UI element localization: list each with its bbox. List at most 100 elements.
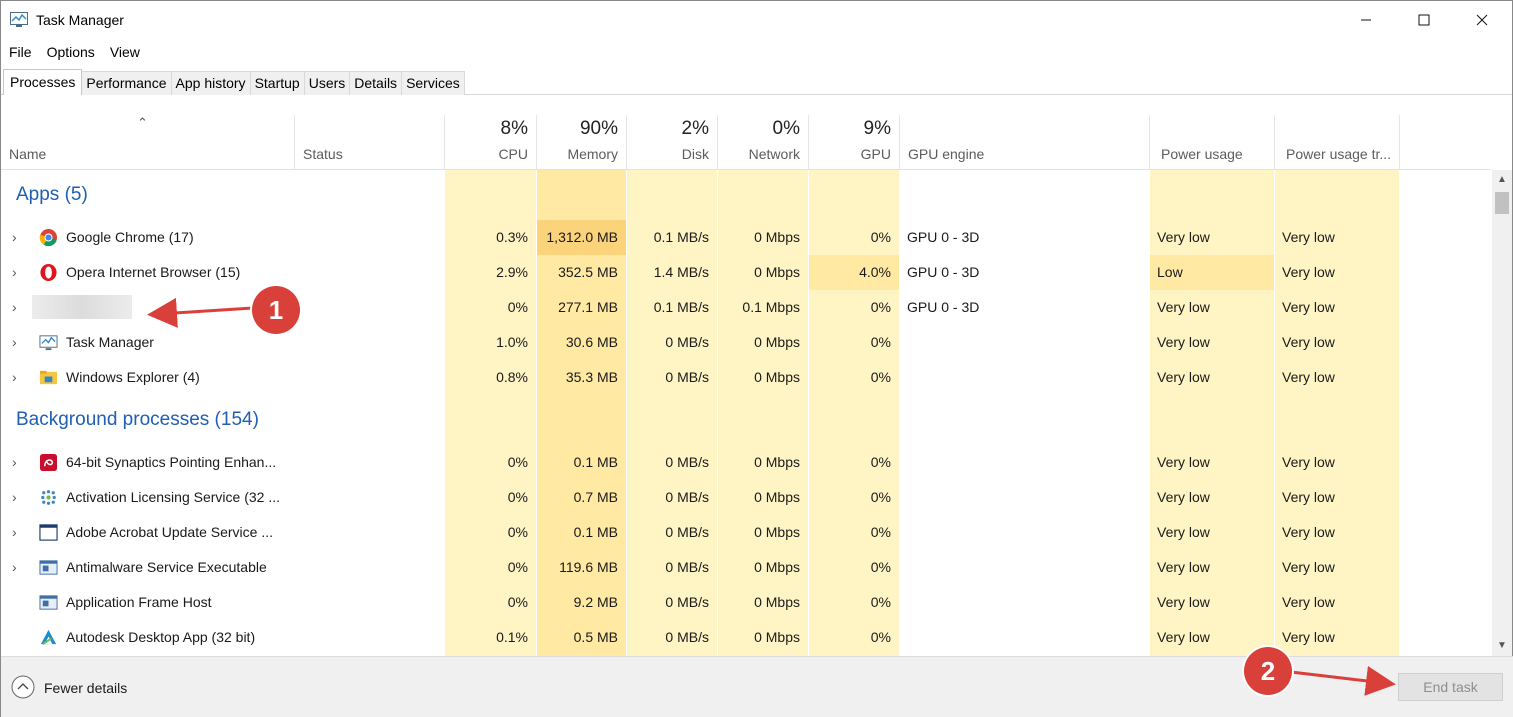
- expand-chevron-icon[interactable]: ›: [12, 454, 17, 470]
- column-header-power-trend[interactable]: Power usage tr...: [1274, 115, 1399, 169]
- expand-chevron-icon[interactable]: ›: [12, 299, 17, 315]
- scroll-down-icon[interactable]: ▼: [1497, 640, 1507, 651]
- cell-gpu: 0%: [870, 629, 891, 645]
- column-header-name[interactable]: ⌃ Name: [1, 115, 294, 169]
- gpu-column-bg: [808, 170, 899, 656]
- process-name: Google Chrome (17): [66, 229, 194, 245]
- expand-chevron-icon[interactable]: ›: [12, 559, 17, 575]
- cell-disk: 0 MB/s: [665, 559, 709, 575]
- cell-gpu-engine: [899, 360, 1149, 395]
- service-icon: [39, 558, 58, 577]
- cell-network: 0 Mbps: [754, 489, 800, 505]
- column-header-disk[interactable]: 2% Disk: [626, 115, 717, 169]
- cell-power-trend: Very low: [1282, 369, 1335, 385]
- cell-power: Very low: [1157, 229, 1210, 245]
- column-header-memory[interactable]: 90% Memory: [536, 115, 626, 169]
- cell-power: Very low: [1157, 559, 1210, 575]
- column-header-cpu[interactable]: 8% CPU: [444, 115, 536, 169]
- background-row[interactable]: › Antimalware Service Executable 0% 119.6 M…: [1, 550, 1491, 585]
- opera-icon: [39, 263, 58, 282]
- chrome-icon: [39, 228, 58, 247]
- tab-performance[interactable]: Performance: [81, 71, 172, 95]
- tab-details[interactable]: Details: [349, 71, 403, 95]
- tab-app-history[interactable]: App history: [170, 71, 251, 95]
- app-row[interactable]: › Google Chrome (17) 0.3% 1,312.0 MB 0.1 MB/…: [1, 220, 1491, 255]
- background-row[interactable]: › Activation Licensing Service (32 ... 0% 0…: [1, 480, 1491, 515]
- column-header-gpu[interactable]: 9% GPU: [808, 115, 899, 169]
- column-label-memory: Memory: [567, 146, 618, 162]
- cell-power-trend: Very low: [1282, 629, 1335, 645]
- expand-chevron-icon[interactable]: ›: [12, 264, 17, 280]
- cell-gpu-engine: [899, 620, 1149, 655]
- column-header-power[interactable]: Power usage: [1149, 115, 1274, 169]
- app-row[interactable]: › Opera Internet Browser (15) 2.9% 352.5 MB…: [1, 255, 1491, 290]
- column-header-gpu-engine[interactable]: GPU engine: [899, 115, 1149, 169]
- process-name: Application Frame Host: [66, 594, 212, 610]
- cell-memory: 0.5 MB: [573, 629, 618, 645]
- cell-cpu: 0.3%: [496, 229, 528, 245]
- scroll-thumb[interactable]: [1495, 192, 1509, 214]
- tab-services[interactable]: Services: [401, 71, 465, 95]
- app-row[interactable]: › Windows Explorer (4) 0.8% 35.3 MB 0 MB/s 0 …: [1, 360, 1491, 395]
- cell-gpu-engine: GPU 0 - 3D: [907, 264, 980, 280]
- licensing-icon: [39, 488, 58, 507]
- cell-power: Very low: [1157, 334, 1210, 350]
- cell-memory: 30.6 MB: [565, 334, 618, 350]
- cell-network: 0 Mbps: [754, 229, 800, 245]
- close-button[interactable]: [1453, 1, 1511, 39]
- cell-gpu: 0%: [870, 524, 891, 540]
- cell-disk: 0.1 MB/s: [653, 229, 709, 245]
- background-row[interactable]: ›Autodesk Desktop App (32 bit)0.1%0.5 MB…: [1, 620, 1491, 655]
- cell-power: Very low: [1157, 629, 1210, 645]
- tab-processes[interactable]: Processes: [3, 69, 83, 95]
- column-header-spacer: [1399, 115, 1491, 169]
- maximize-button[interactable]: [1395, 1, 1453, 39]
- column-header-network[interactable]: 0% Network: [717, 115, 808, 169]
- network-total: 0%: [772, 118, 800, 139]
- cell-gpu: 0%: [870, 454, 891, 470]
- chevron-up-circle-icon[interactable]: [11, 675, 35, 699]
- menu-options[interactable]: Options: [46, 44, 95, 60]
- tab-users[interactable]: Users: [303, 71, 351, 95]
- folder-icon: [39, 368, 58, 387]
- power-column-bg: [1149, 170, 1274, 656]
- cell-memory: 277.1 MB: [558, 299, 618, 315]
- expand-chevron-icon[interactable]: ›: [12, 524, 17, 540]
- cell-network: 0 Mbps: [754, 454, 800, 470]
- cell-power-trend: Very low: [1282, 594, 1335, 610]
- group-header-background[interactable]: Background processes (154): [1, 409, 1491, 444]
- background-row[interactable]: › 64-bit Synaptics Pointing Enhan... 0% 0.1…: [1, 445, 1491, 480]
- cpu-total: 8%: [500, 118, 528, 139]
- tab-startup[interactable]: Startup: [249, 71, 305, 95]
- app-row[interactable]: › Task Manager 1.0% 30.6 MB 0 MB/s 0 Mbps 0% Ve…: [1, 325, 1491, 360]
- column-label-gpu-engine: GPU engine: [908, 146, 985, 162]
- cell-power-trend: Very low: [1282, 299, 1335, 315]
- cell-gpu: 0%: [870, 594, 891, 610]
- scroll-up-icon[interactable]: ▲: [1497, 174, 1507, 185]
- minimize-button[interactable]: [1337, 1, 1395, 39]
- cell-power-trend: Very low: [1282, 454, 1335, 470]
- sort-ascending-icon: ⌃: [137, 115, 148, 130]
- end-task-button[interactable]: End task: [1398, 673, 1503, 701]
- background-row[interactable]: › Adobe Acrobat Update Service ... 0% 0.1 M…: [1, 515, 1491, 550]
- column-header-status[interactable]: Status: [294, 115, 444, 169]
- expand-chevron-icon[interactable]: ›: [12, 229, 17, 245]
- gpu-total: 9%: [863, 118, 891, 139]
- service-icon: [39, 593, 58, 612]
- cell-memory: 1,312.0 MB: [546, 229, 618, 245]
- fewer-details-link[interactable]: Fewer details: [44, 680, 128, 696]
- synaptics-icon: [39, 453, 58, 472]
- group-header-apps[interactable]: Apps (5): [1, 184, 1491, 219]
- expand-chevron-icon[interactable]: ›: [12, 369, 17, 385]
- expand-chevron-icon[interactable]: ›: [12, 489, 17, 505]
- app-row[interactable]: › 0% 277.1 MB 0.1 MB/s 0.1 Mbps 0% GPU 0 - 3D V…: [1, 290, 1491, 325]
- menu-view[interactable]: View: [109, 44, 140, 60]
- expand-chevron-icon[interactable]: ›: [12, 334, 17, 350]
- cell-memory: 0.1 MB: [573, 524, 618, 540]
- process-name: Task Manager: [66, 334, 154, 350]
- window-title: Task Manager: [36, 12, 124, 28]
- cell-gpu-engine: [899, 550, 1149, 585]
- vertical-scrollbar[interactable]: ▲ ▼: [1492, 170, 1512, 656]
- menu-file[interactable]: File: [9, 44, 32, 60]
